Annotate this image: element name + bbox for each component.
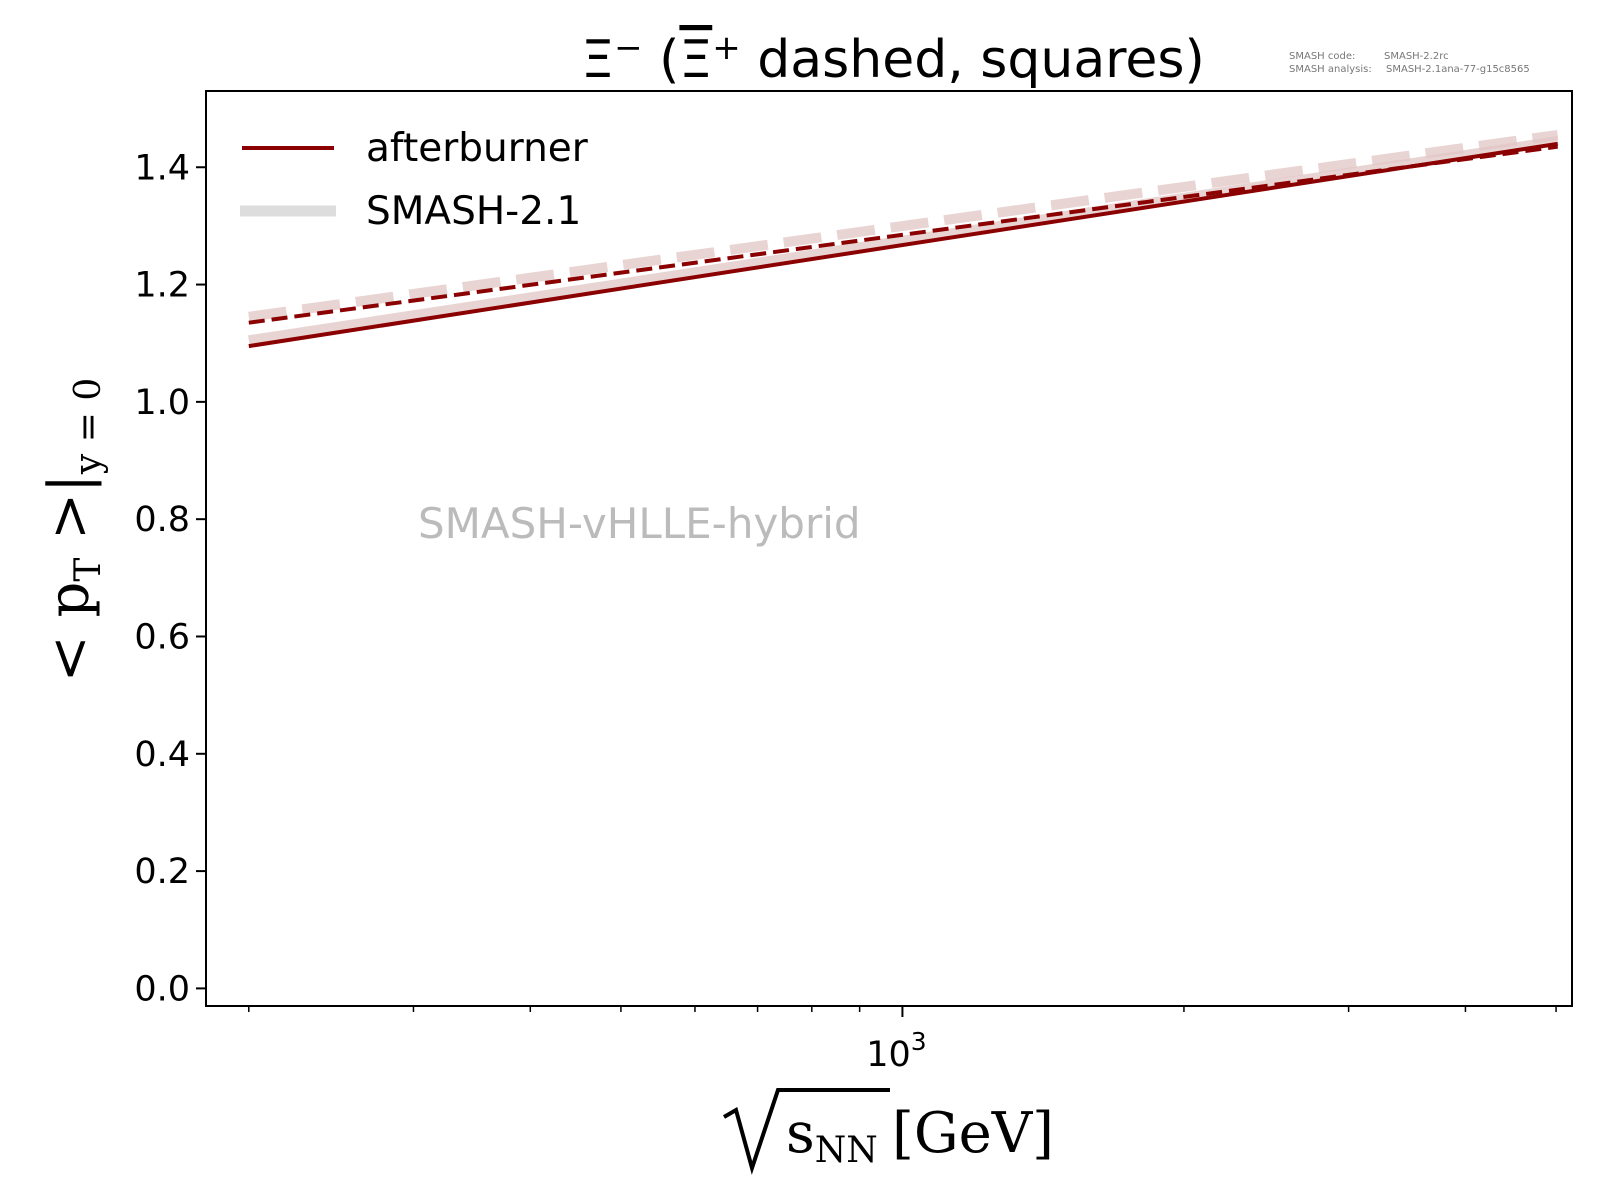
- y-tick-label: 1.4: [134, 148, 190, 188]
- series-line-smash-xi: [248, 135, 1559, 346]
- y-tick-label: 0.0: [134, 969, 190, 1009]
- version-info: SMASH code: SMASH-2.2rc SMASH analysis: …: [1289, 51, 1530, 75]
- series-line-afterburner-xi: [248, 141, 1559, 349]
- legend-label-smash: SMASH-2.1: [366, 189, 581, 234]
- y-tick-label: 0.2: [134, 852, 190, 892]
- version-analysis-key: SMASH analysis:: [1289, 64, 1372, 75]
- version-analysis-value: SMASH-2.1ana-77-g15c8565: [1386, 64, 1530, 75]
- y-axis: 0.0 0.2 0.4 0.6 0.8 1.0 1.2 1.4: [134, 148, 206, 1009]
- version-code-key: SMASH code:: [1289, 51, 1355, 62]
- x-axis-label: sNN [GeV]: [722, 1088, 1054, 1175]
- title-anti-xi: Ξ: [679, 30, 712, 90]
- y-tick-label: 0.6: [134, 617, 190, 657]
- series-line-afterburner-antixi: [248, 144, 1558, 325]
- plot-frame: [205, 90, 1573, 1007]
- series-layer: [248, 130, 1559, 349]
- y-tick-label: 0.8: [134, 500, 190, 540]
- legend-label-afterburner: afterburner: [366, 126, 589, 171]
- x-tick-label: 103: [866, 1027, 926, 1075]
- annotation-hybrid: SMASH-vHLLE-hybrid: [418, 499, 861, 548]
- series-line-smash-antixi: [248, 130, 1559, 322]
- svg-text:[GeV]: [GeV]: [892, 1101, 1054, 1166]
- legend: afterburner SMASH-2.1: [240, 126, 589, 234]
- svg-text:sNN: sNN: [786, 1101, 878, 1171]
- sqrt-sign: [722, 1088, 890, 1175]
- y-tick-label: 1.2: [134, 266, 190, 306]
- chart-title: Ξ− (Ξ+ dashed, squares): [581, 28, 1205, 90]
- x-axis: 103: [248, 1006, 1557, 1075]
- version-code-value: SMASH-2.2rc: [1384, 51, 1449, 62]
- y-tick-label: 0.4: [134, 735, 190, 775]
- y-tick-label: 1.0: [134, 383, 190, 423]
- y-axis-label: < pT >|y = 0: [37, 378, 109, 682]
